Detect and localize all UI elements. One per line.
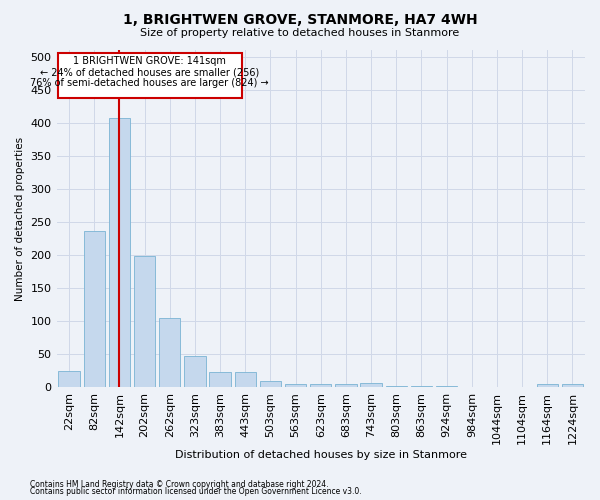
Bar: [58, 371, 80, 388]
Bar: [536, 384, 558, 388]
Bar: [310, 384, 331, 388]
Bar: [562, 384, 583, 388]
Text: ← 24% of detached houses are smaller (256): ← 24% of detached houses are smaller (25…: [40, 67, 259, 77]
Bar: [361, 383, 382, 388]
Text: 1, BRIGHTWEN GROVE, STANMORE, HA7 4WH: 1, BRIGHTWEN GROVE, STANMORE, HA7 4WH: [122, 12, 478, 26]
Bar: [159, 318, 181, 388]
Bar: [209, 372, 231, 388]
Bar: [436, 386, 457, 388]
Bar: [411, 386, 432, 388]
Y-axis label: Number of detached properties: Number of detached properties: [15, 136, 25, 301]
Bar: [285, 384, 307, 388]
Bar: [335, 384, 356, 388]
Bar: [184, 356, 206, 388]
X-axis label: Distribution of detached houses by size in Stanmore: Distribution of detached houses by size …: [175, 450, 467, 460]
FancyBboxPatch shape: [58, 52, 242, 98]
Text: Contains HM Land Registry data © Crown copyright and database right 2024.: Contains HM Land Registry data © Crown c…: [30, 480, 329, 489]
Bar: [386, 386, 407, 388]
Text: Contains public sector information licensed under the Open Government Licence v3: Contains public sector information licen…: [30, 487, 362, 496]
Bar: [260, 381, 281, 388]
Text: Size of property relative to detached houses in Stanmore: Size of property relative to detached ho…: [140, 28, 460, 38]
Bar: [83, 230, 105, 388]
Text: 1 BRIGHTWEN GROVE: 141sqm: 1 BRIGHTWEN GROVE: 141sqm: [73, 56, 226, 66]
Bar: [235, 372, 256, 388]
Text: 76% of semi-detached houses are larger (824) →: 76% of semi-detached houses are larger (…: [31, 78, 269, 88]
Bar: [109, 118, 130, 388]
Bar: [134, 256, 155, 388]
